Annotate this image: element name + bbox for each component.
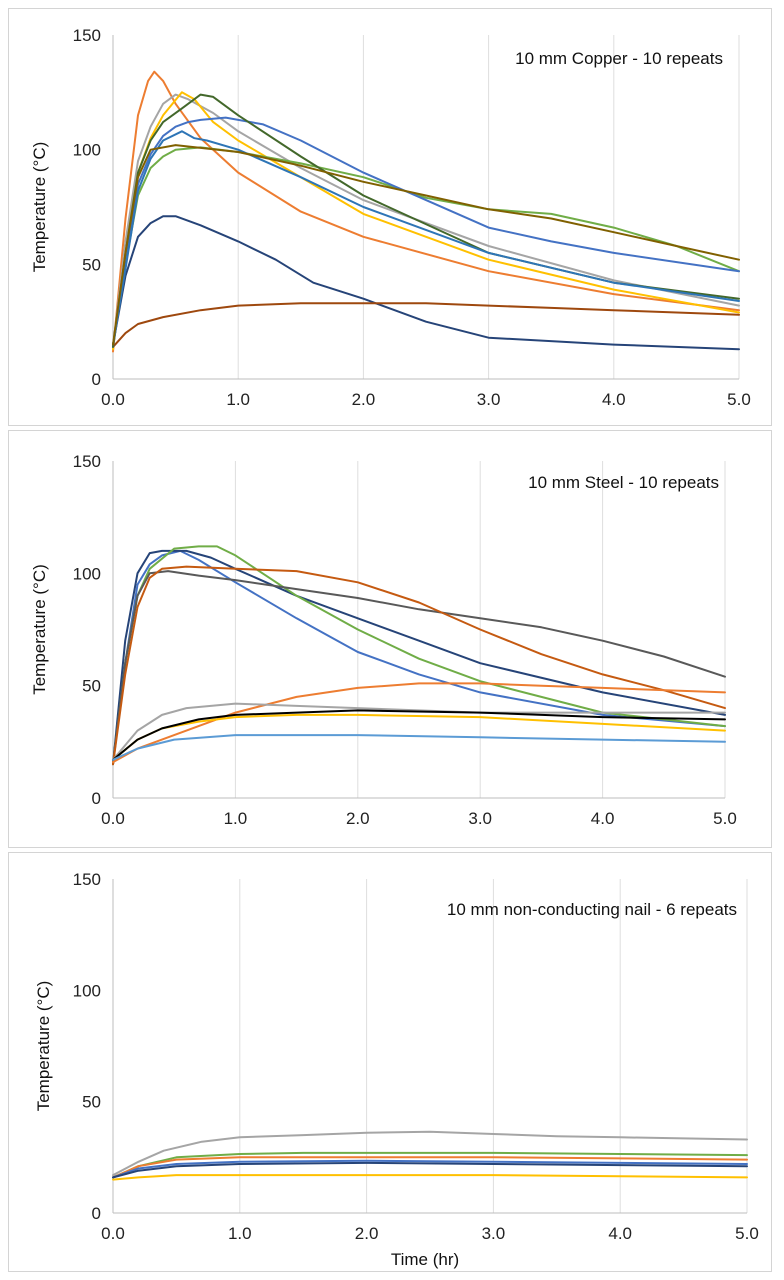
series-line-6	[112, 1174, 748, 1181]
x-tick-label: 3.0	[468, 809, 492, 828]
x-tick-label: 2.0	[355, 1224, 379, 1243]
series-line-6	[112, 682, 726, 764]
series-line-4	[112, 146, 740, 348]
x-axis-label: Time (hr)	[391, 1250, 459, 1269]
y-tick-label: 150	[73, 452, 101, 471]
x-tick-label: 3.0	[477, 390, 501, 409]
x-tick-label: 5.0	[735, 1224, 759, 1243]
x-tick-label: 0.0	[101, 1224, 125, 1243]
x-tick-label: 4.0	[608, 1224, 632, 1243]
series-line-3	[112, 545, 726, 766]
chart-title: 10 mm non-conducting nail - 6 repeats	[447, 900, 737, 919]
x-tick-label: 4.0	[591, 809, 615, 828]
series-line-10	[112, 734, 726, 761]
series-line-9	[112, 130, 740, 346]
y-tick-label: 50	[82, 1093, 101, 1112]
y-tick-label: 0	[92, 789, 101, 808]
series-line-6	[112, 302, 740, 348]
x-tick-label: 4.0	[602, 390, 626, 409]
chart-title: 10 mm Copper - 10 repeats	[515, 49, 723, 68]
series-line-2	[112, 549, 726, 766]
y-tick-label: 100	[73, 141, 101, 160]
x-tick-label: 3.0	[482, 1224, 506, 1243]
y-tick-label: 50	[82, 255, 101, 274]
x-tick-label: 0.0	[101, 809, 125, 828]
y-tick-label: 50	[82, 677, 101, 696]
x-tick-label: 1.0	[224, 809, 248, 828]
x-tick-label: 0.0	[101, 390, 125, 409]
y-axis-label: Temperature (°C)	[30, 142, 49, 273]
y-tick-label: 100	[73, 564, 101, 583]
y-tick-label: 150	[73, 870, 101, 889]
copper-chart-panel: 0.0 1.0 2.0 3.0 4.0 5.0 0 50 100 150 10 mm Copper …	[8, 8, 772, 426]
series-line-4	[112, 570, 726, 766]
series-line-1	[112, 549, 726, 764]
x-tick-label: 2.0	[346, 809, 370, 828]
nonconducting-nail-chart: 0.0 1.0 2.0 3.0 4.0 5.0 0 50 100 150 10 mm non-con…	[34, 870, 759, 1269]
series-line-7	[112, 116, 740, 348]
series-line-3	[112, 1156, 748, 1179]
series-line-1	[112, 1130, 748, 1177]
series-line-9	[112, 709, 726, 761]
y-axis-label: Temperature (°C)	[34, 981, 53, 1112]
series-line-7	[112, 702, 726, 761]
series-line-5	[112, 1161, 748, 1179]
x-tick-label: 2.0	[352, 390, 376, 409]
series-line-1	[112, 70, 740, 353]
y-tick-label: 150	[73, 26, 101, 45]
series-line-10	[112, 144, 740, 346]
series-line-8	[112, 93, 740, 348]
x-tick-label: 1.0	[228, 1224, 252, 1243]
y-axis-label: Temperature (°C)	[30, 564, 49, 695]
y-tick-label: 100	[73, 981, 101, 1000]
series-line-5	[112, 215, 740, 351]
copper-chart: 0.0 1.0 2.0 3.0 4.0 5.0 0 50 100 150 10 mm Copper …	[30, 26, 751, 409]
series-line-4	[112, 1159, 748, 1179]
x-tick-label: 5.0	[727, 390, 751, 409]
series-line-5	[112, 565, 726, 766]
x-tick-label: 1.0	[226, 390, 250, 409]
y-tick-label: 0	[92, 370, 101, 389]
steel-chart-panel: 0.0 1.0 2.0 3.0 4.0 5.0 0 50 100 150 10 mm Steel -…	[8, 430, 772, 848]
nail-chart-panel: 0.0 1.0 2.0 3.0 4.0 5.0 0 50 100 150 10 mm non-con…	[8, 852, 772, 1272]
chart-title: 10 mm Steel - 10 repeats	[528, 473, 719, 492]
steel-chart: 0.0 1.0 2.0 3.0 4.0 5.0 0 50 100 150 10 mm Steel -…	[30, 452, 737, 828]
y-tick-label: 0	[92, 1204, 101, 1223]
x-tick-label: 5.0	[713, 809, 737, 828]
